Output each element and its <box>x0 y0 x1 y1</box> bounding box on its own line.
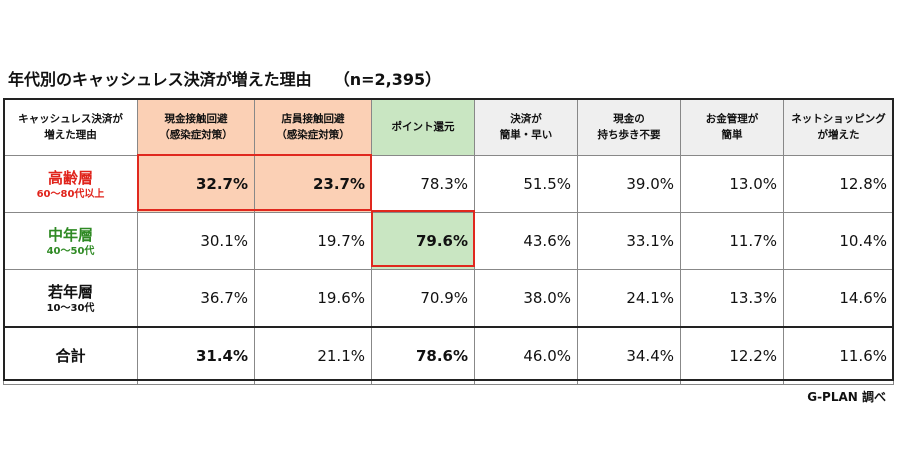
col-header-no-cash: 現金の 持ち歩き不要 <box>577 98 681 156</box>
table-cell: 19.7% <box>254 212 372 270</box>
table-cell: 19.6% <box>254 269 372 328</box>
table-cell: 43.6% <box>474 212 578 270</box>
table-cell: 14.6% <box>783 269 894 328</box>
table-cell: 11.7% <box>680 212 784 270</box>
corner-header: キャッシュレス決済が 増えた理由 <box>3 98 138 156</box>
col-header-money-mgmt: お金管理が 簡単 <box>680 98 784 156</box>
corner-line-1: キャッシュレス決済が <box>18 113 123 125</box>
row-label-sub: 10～30代 <box>46 302 95 314</box>
col-header-line: 現金の <box>613 113 645 125</box>
row-senior: 高齢層 60～80代以上 32.7% 23.7% 78.3% 51.5% 39.… <box>3 155 894 213</box>
source-note: G-PLAN 調べ <box>807 390 886 404</box>
table-cell: 70.9% <box>371 269 475 328</box>
col-header-points: ポイント還元 <box>371 98 475 156</box>
col-header-cash-avoid: 現金接触回避 （感染症対策） <box>137 98 255 156</box>
table-cell: 30.1% <box>137 212 255 270</box>
table-cell: 24.1% <box>577 269 681 328</box>
row-young: 若年層 10～30代 36.7% 19.6% 70.9% 38.0% 24.1%… <box>3 269 894 328</box>
chart-title: 年代別のキャッシュレス決済が増えた理由 （n=2,395） <box>8 66 441 90</box>
col-header-line: 持ち歩き不要 <box>597 129 661 141</box>
table-cell: 46.0% <box>474 326 578 385</box>
table-cell: 79.6% <box>371 212 475 270</box>
row-label-young: 若年層 10～30代 <box>3 269 138 328</box>
col-header-line: 簡単・早い <box>499 129 553 141</box>
table-cell: 31.4% <box>137 326 255 385</box>
table-cell: 39.0% <box>577 155 681 213</box>
row-label-main: 若年層 <box>47 282 93 301</box>
table-cell: 78.3% <box>371 155 475 213</box>
table-cell: 34.4% <box>577 326 681 385</box>
row-label-sub: 40～50代 <box>46 245 95 257</box>
row-label-total: 合計 <box>3 326 138 385</box>
table-cell: 13.0% <box>680 155 784 213</box>
table-cell: 21.1% <box>254 326 372 385</box>
corner-line-2: 増えた理由 <box>44 129 97 141</box>
table-cell: 13.3% <box>680 269 784 328</box>
title-text: 年代別のキャッシュレス決済が増えた理由 <box>8 70 312 89</box>
sample-size: （n=2,395） <box>333 70 442 89</box>
col-header-line: 店員接触回避 <box>281 113 345 125</box>
col-header-line: 現金接触回避 <box>164 113 228 125</box>
table-cell: 32.7% <box>137 155 255 213</box>
col-header-easy-fast: 決済が 簡単・早い <box>474 98 578 156</box>
table-cell: 38.0% <box>474 269 578 328</box>
col-header-line: ポイント還元 <box>391 121 455 133</box>
col-header-line: （感染症対策） <box>159 129 233 141</box>
table-cell: 12.8% <box>783 155 894 213</box>
table-cell: 11.6% <box>783 326 894 385</box>
col-header-line: （感染症対策） <box>276 129 350 141</box>
header-row: キャッシュレス決済が 増えた理由 現金接触回避 （感染症対策） 店員接触回避 （… <box>3 98 894 156</box>
table-cell: 36.7% <box>137 269 255 328</box>
col-header-staff-avoid: 店員接触回避 （感染症対策） <box>254 98 372 156</box>
row-label-main: 合計 <box>55 347 86 365</box>
table-cell: 23.7% <box>254 155 372 213</box>
table-cell: 78.6% <box>371 326 475 385</box>
row-total: 合計 31.4% 21.1% 78.6% 46.0% 34.4% 12.2% 1… <box>3 326 894 385</box>
col-header-line: お金管理が <box>705 113 759 125</box>
col-header-line: が増えた <box>817 129 860 141</box>
row-label-middle: 中年層 40～50代 <box>3 212 138 270</box>
table-cell: 33.1% <box>577 212 681 270</box>
col-header-line: ネットショッピング <box>791 113 886 125</box>
col-header-line: 決済が <box>510 113 542 125</box>
table-cell: 10.4% <box>783 212 894 270</box>
row-label-sub: 60～80代以上 <box>36 188 105 200</box>
table-cell: 51.5% <box>474 155 578 213</box>
row-label-main: 高齢層 <box>47 168 93 187</box>
col-header-line: 簡単 <box>721 129 743 141</box>
row-label-senior: 高齢層 60～80代以上 <box>3 155 138 213</box>
row-middle: 中年層 40～50代 30.1% 19.7% 79.6% 43.6% 33.1%… <box>3 212 894 270</box>
table-cell: 12.2% <box>680 326 784 385</box>
row-label-main: 中年層 <box>47 225 93 244</box>
col-header-online-shopping: ネットショッピング が増えた <box>783 98 894 156</box>
reasons-table: キャッシュレス決済が 増えた理由 現金接触回避 （感染症対策） 店員接触回避 （… <box>3 98 894 385</box>
